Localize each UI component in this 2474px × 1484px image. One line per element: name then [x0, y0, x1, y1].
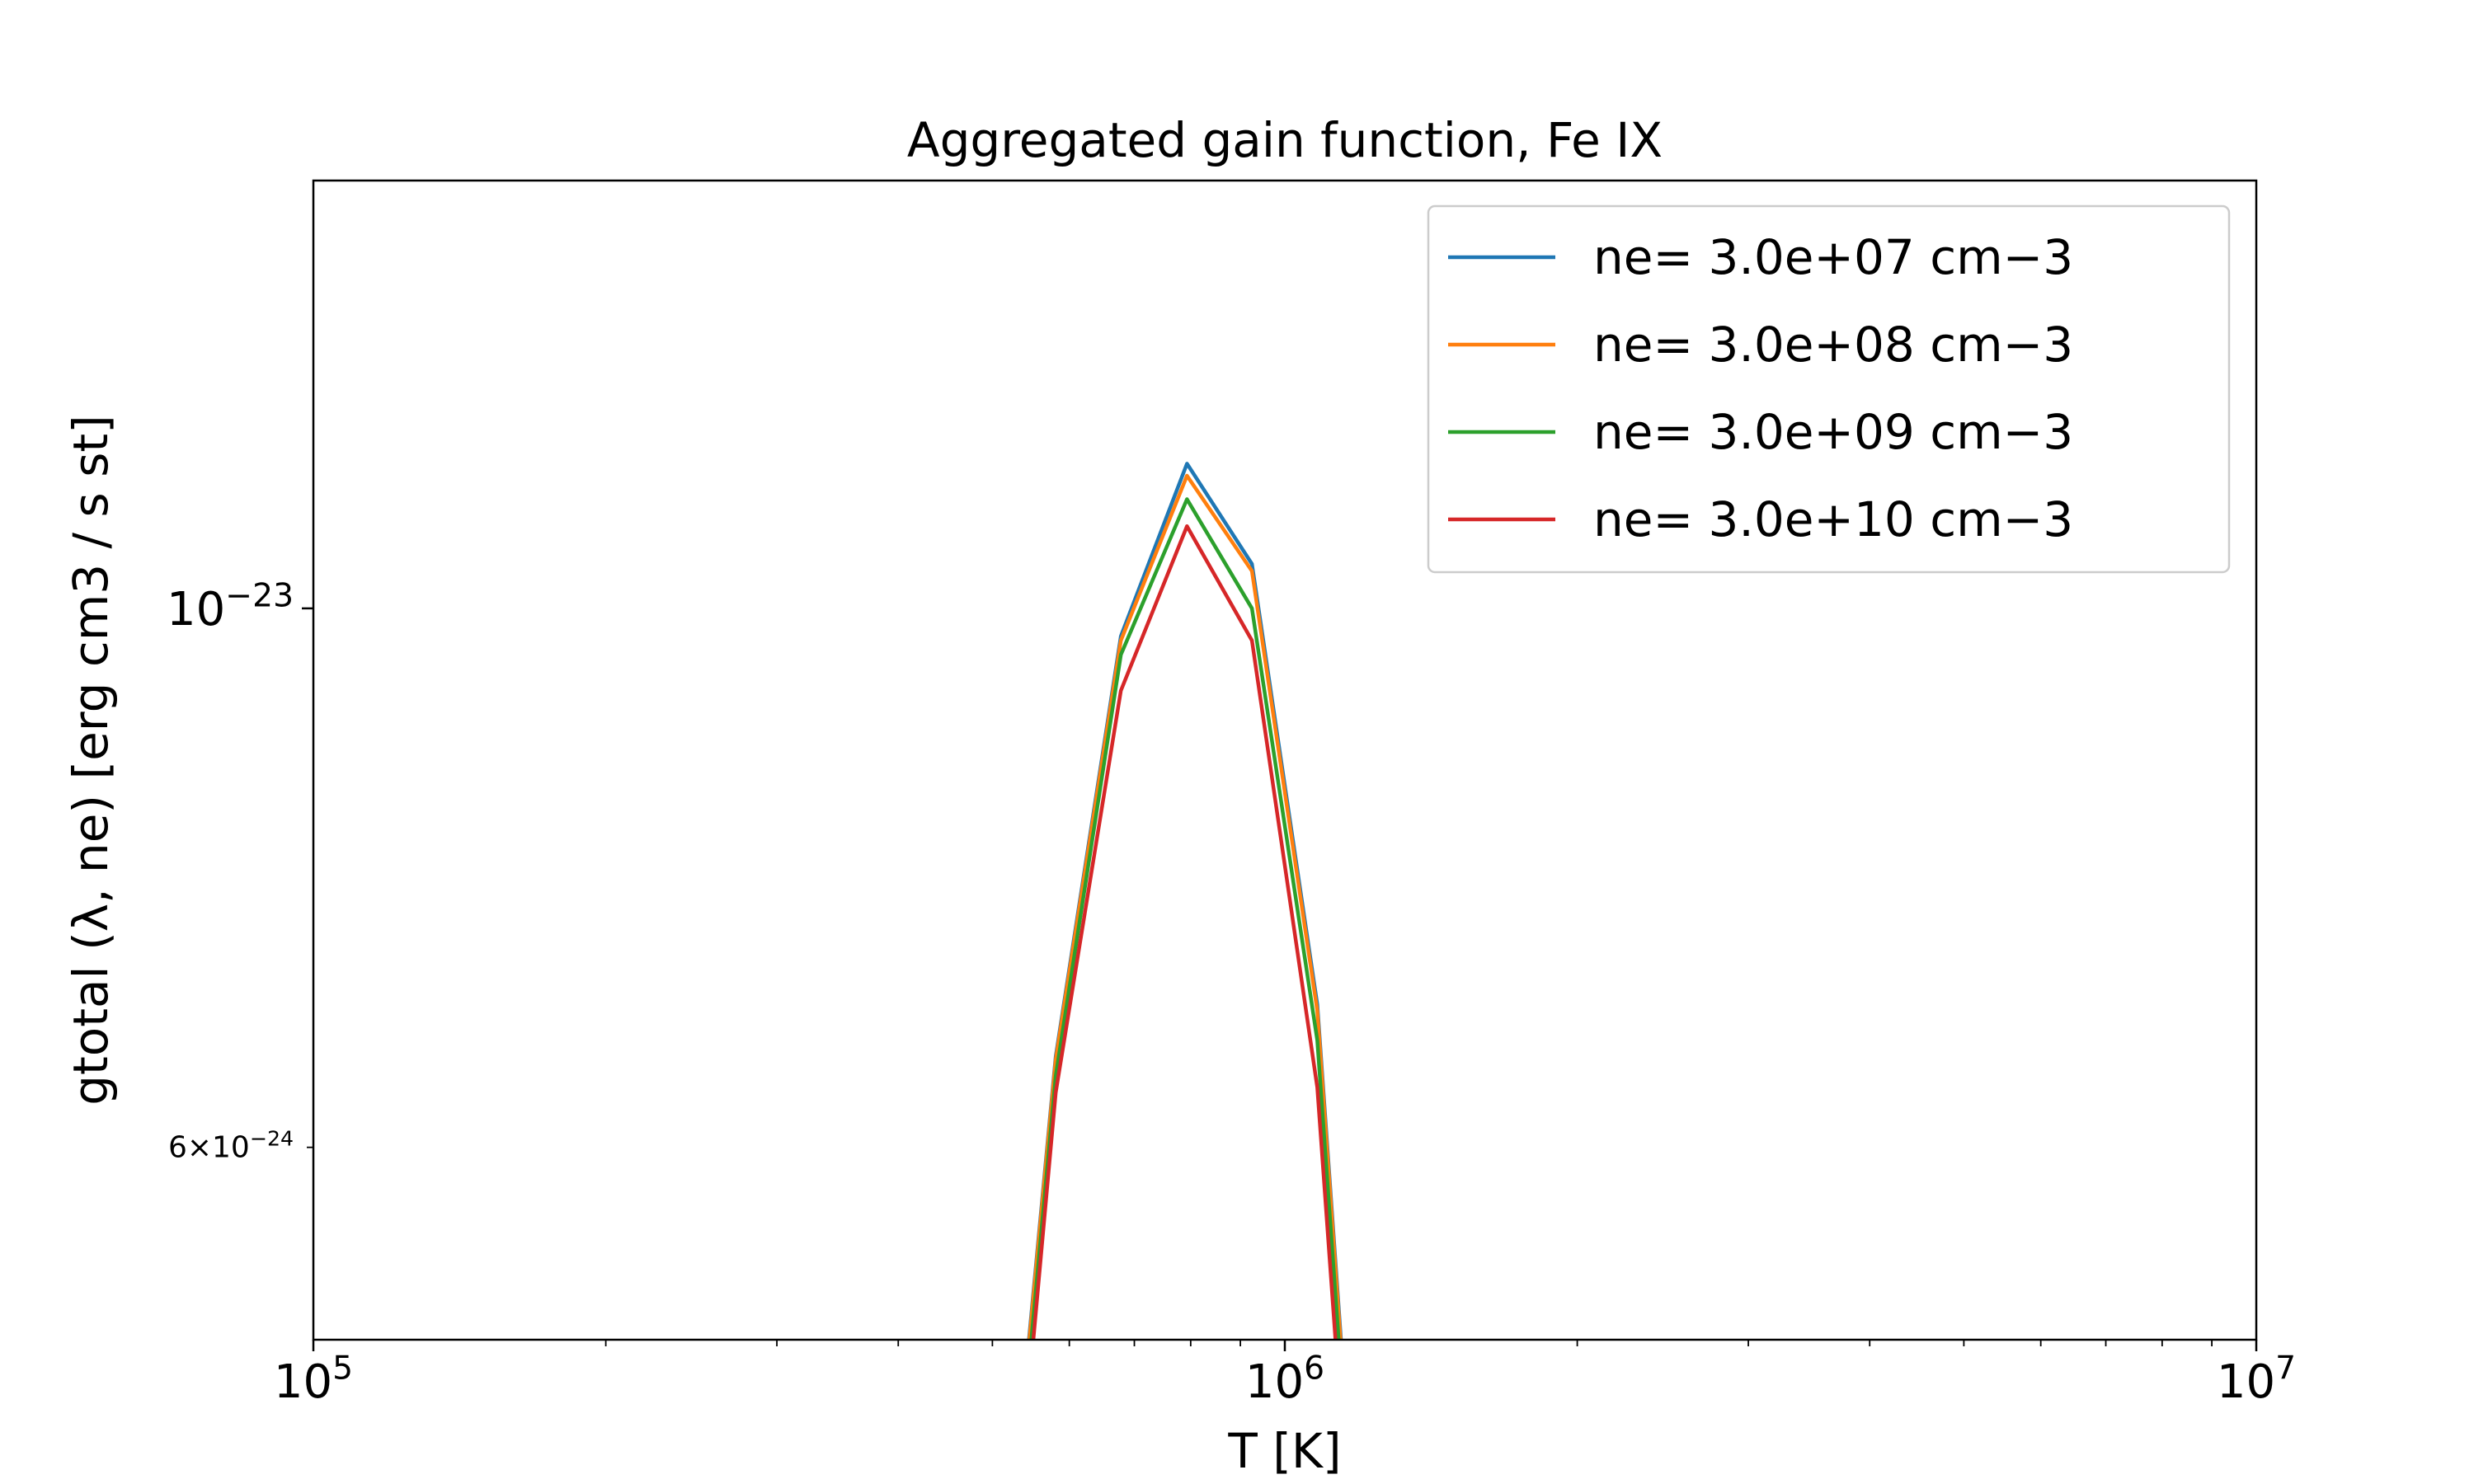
x-tick-label-exponent: 7: [2275, 1350, 2296, 1388]
y-tick-label-exponent: −23: [225, 578, 294, 615]
legend-label: ne= 3.0e+08 cm−3: [1593, 317, 2073, 373]
x-axis-label: T [K]: [1227, 1423, 1341, 1479]
series-line: [1027, 473, 1343, 1340]
x-tick-label-exponent: 6: [1304, 1350, 1324, 1388]
legend-label: ne= 3.0e+10 cm−3: [1593, 491, 2073, 547]
y-tick-label: 6×10−24: [168, 1126, 294, 1164]
x-tick-label-base: 10: [2217, 1355, 2275, 1409]
x-tick-label-exponent: 5: [332, 1350, 353, 1388]
x-tick-label: 106: [1245, 1350, 1324, 1409]
y-tick-label-exponent: −24: [250, 1126, 294, 1150]
legend-box: [1427, 204, 2231, 574]
legend-label: ne= 3.0e+09 cm−3: [1593, 404, 2073, 460]
x-tick-label-base: 10: [1245, 1355, 1304, 1409]
x-tick-label: 107: [2217, 1350, 2296, 1409]
series-line: [1031, 524, 1338, 1340]
x-tick-label: 105: [274, 1350, 353, 1409]
y-axis-label: gtotal (λ, ne) [erg cm3 / s st]: [63, 415, 119, 1106]
x-tick-label-base: 10: [274, 1355, 332, 1409]
legend-label: ne= 3.0e+07 cm−3: [1593, 229, 2073, 285]
y-tick-label-base: 10: [167, 583, 225, 636]
plot-lines: [1027, 462, 1343, 1340]
y-tick-label: 10−23: [167, 578, 294, 636]
series-line: [1029, 497, 1341, 1340]
y-tick-label-base: 6×10: [168, 1131, 250, 1165]
chart-title: Aggregated gain function, Fe IX: [907, 112, 1663, 168]
